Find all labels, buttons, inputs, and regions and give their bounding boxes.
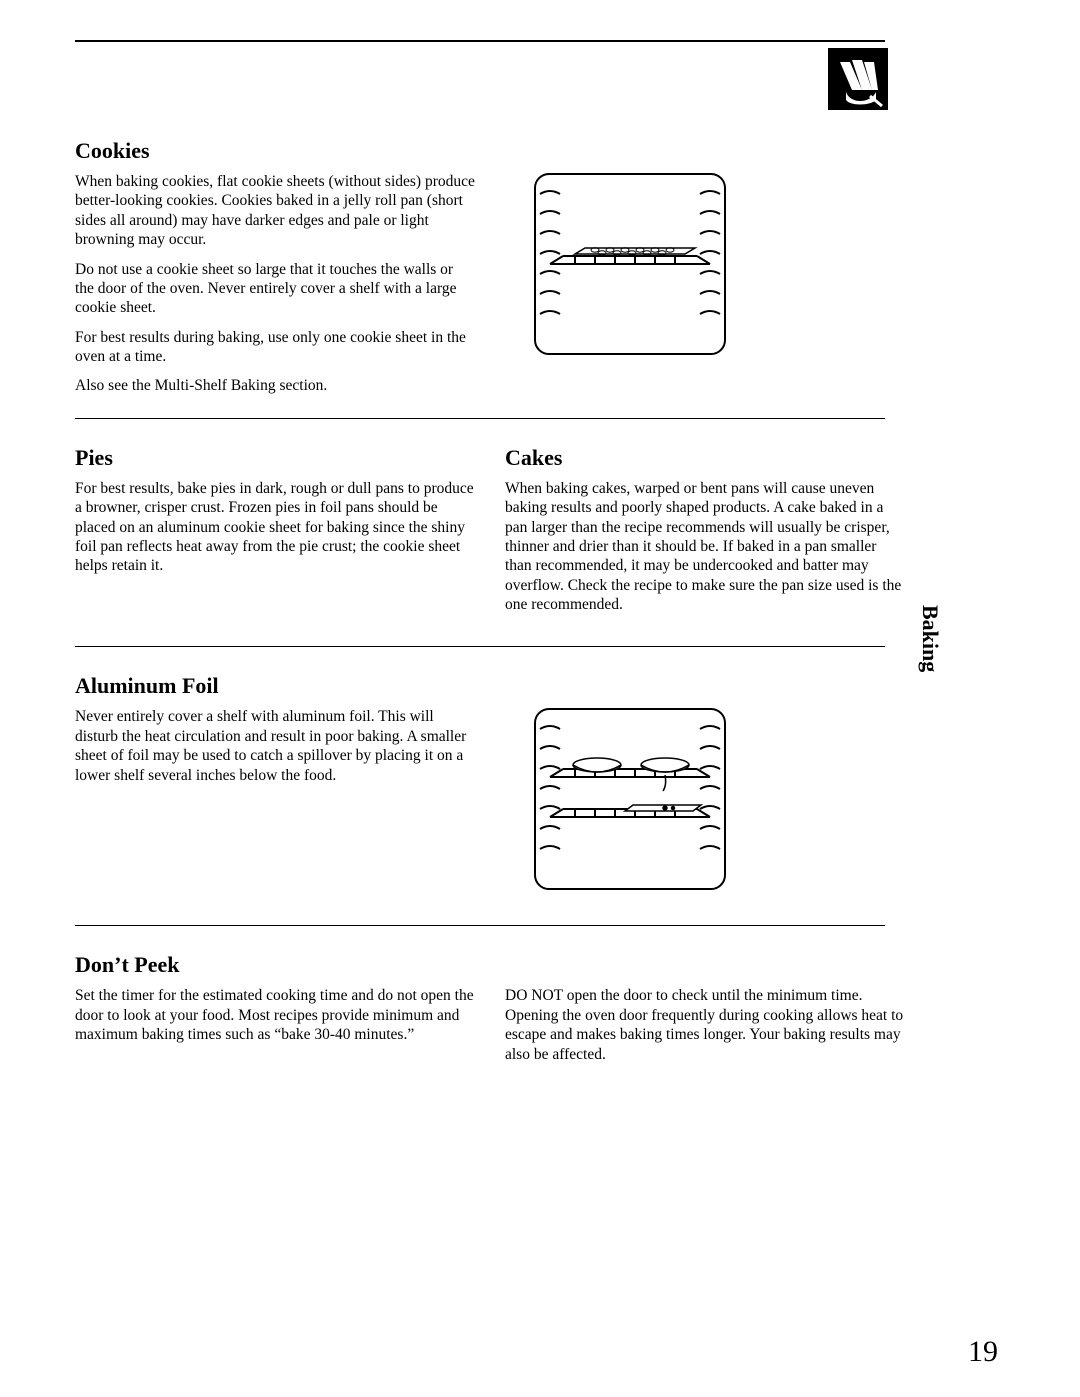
page-content: Cookies When baking cookies, flat cookie…	[75, 40, 885, 1074]
col-cakes: Cakes When baking cakes, warped or bent …	[505, 445, 905, 625]
col-pies: Pies For best results, bake pies in dark…	[75, 445, 475, 625]
para: For best results during baking, use only…	[75, 328, 475, 367]
heading-cakes: Cakes	[505, 445, 905, 471]
divider	[75, 646, 885, 647]
para: When baking cakes, warped or bent pans w…	[505, 479, 905, 615]
side-tab-label: Baking	[917, 605, 943, 672]
body-pies: For best results, bake pies in dark, rou…	[75, 479, 475, 576]
para: Also see the Multi-Shelf Baking section.	[75, 376, 475, 395]
oven-foil-illustration	[515, 699, 745, 899]
section-cookies: Cookies When baking cookies, flat cookie…	[75, 138, 885, 396]
section-foil: Aluminum Foil Never entirely cover a she…	[75, 673, 885, 903]
body-cakes: When baking cakes, warped or bent pans w…	[505, 479, 905, 615]
para: Do not use a cookie sheet so large that …	[75, 260, 475, 318]
heading-peek: Don’t Peek	[75, 952, 885, 978]
section-pies-cakes: Pies For best results, bake pies in dark…	[75, 445, 885, 625]
body-foil: Never entirely cover a shelf with alumin…	[75, 707, 475, 785]
col-peek-right: DO NOT open the door to check until the …	[505, 986, 905, 1074]
para: Set the timer for the estimated cooking …	[75, 986, 475, 1044]
para: DO NOT open the door to check until the …	[505, 986, 905, 1064]
col-peek-left: Set the timer for the estimated cooking …	[75, 986, 475, 1074]
peek-columns: Set the timer for the estimated cooking …	[75, 986, 885, 1074]
para: For best results, bake pies in dark, rou…	[75, 479, 475, 576]
hand-tab-icon	[828, 48, 888, 110]
page-number: 19	[968, 1335, 998, 1369]
heading-pies: Pies	[75, 445, 475, 471]
oven-cookies-illustration	[515, 164, 745, 364]
divider	[75, 925, 885, 926]
heading-foil: Aluminum Foil	[75, 673, 885, 699]
top-rule	[75, 40, 885, 42]
heading-cookies: Cookies	[75, 138, 885, 164]
divider	[75, 418, 885, 419]
para: When baking cookies, flat cookie sheets …	[75, 172, 475, 250]
section-peek: Don’t Peek Set the timer for the estimat…	[75, 952, 885, 1074]
para: Never entirely cover a shelf with alumin…	[75, 707, 475, 785]
body-cookies: When baking cookies, flat cookie sheets …	[75, 172, 475, 396]
